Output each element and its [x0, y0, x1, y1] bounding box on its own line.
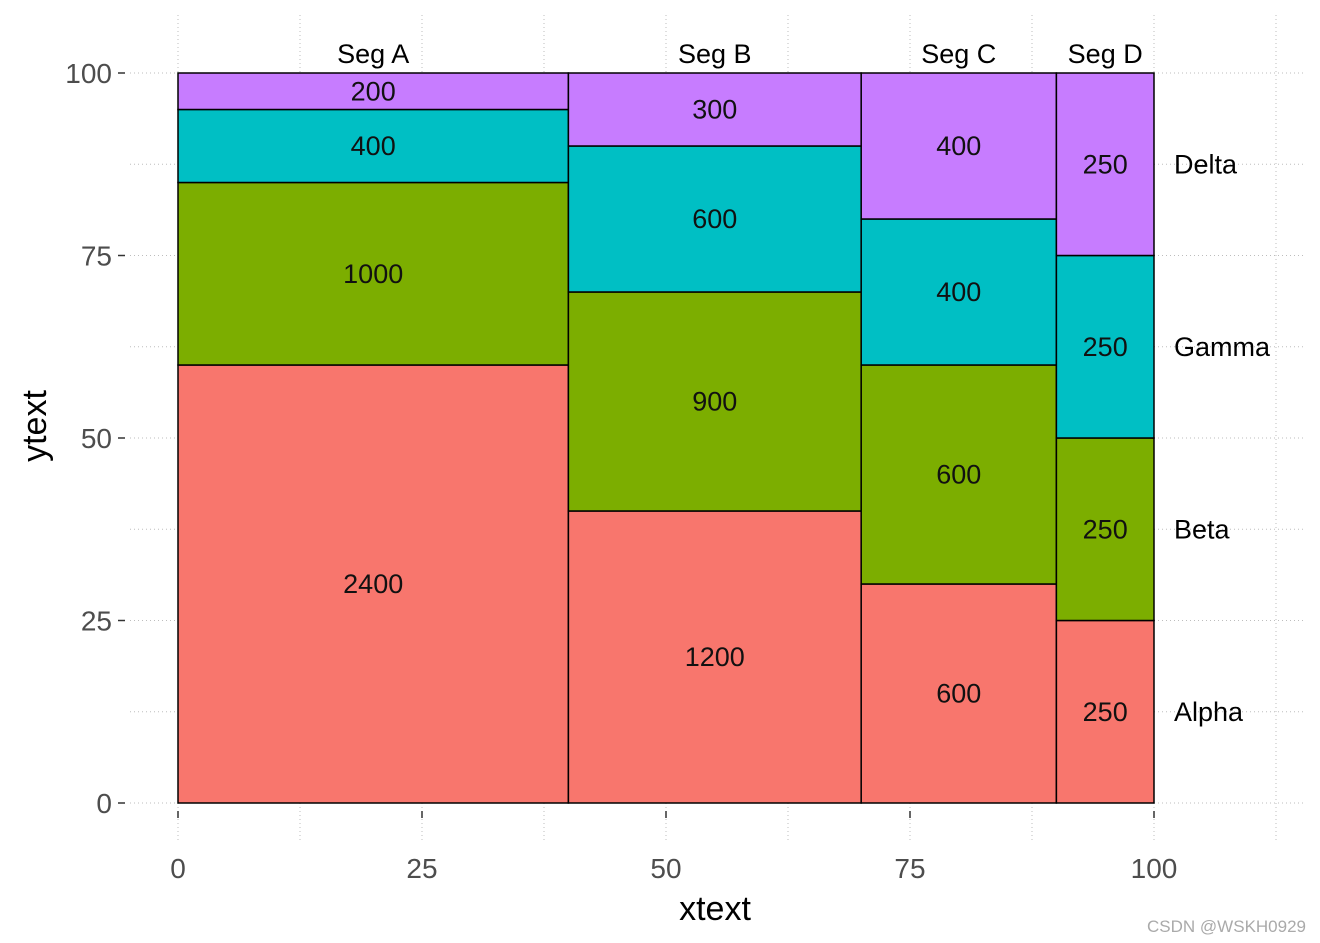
x-tick-label: 100 [1131, 853, 1178, 884]
tile-value-label: 400 [351, 131, 396, 161]
segment-label: Seg A [337, 39, 409, 69]
y-tick-label: 100 [65, 58, 112, 89]
tile-value-label: 1200 [685, 642, 745, 672]
segment-label: Seg B [678, 39, 752, 69]
y-tick-label: 0 [96, 788, 112, 819]
category-label-alpha: Alpha [1174, 697, 1244, 727]
tile-value-label: 600 [692, 204, 737, 234]
tile-delta-0 [177, 72, 570, 111]
tile-alpha-0 [177, 364, 570, 804]
tile-value-label: 400 [936, 131, 981, 161]
tile-value-label: 250 [1083, 514, 1128, 544]
tile-delta-2 [860, 72, 1058, 220]
watermark: CSDN @WSKH0929 [1147, 917, 1306, 936]
labels: 2400 1000 400 200 Seg A 1200 900 600 300 Seg B 600… [337, 39, 1271, 727]
tile-value-label: 400 [936, 277, 981, 307]
tile-delta-1 [567, 72, 862, 147]
tile-value-label: 250 [1083, 697, 1128, 727]
y-tick-label: 25 [81, 606, 112, 637]
tile-gamma-1 [567, 145, 862, 293]
tile-gamma-0 [177, 108, 570, 184]
x-axis-title: xtext [679, 890, 751, 928]
category-label-beta: Beta [1174, 514, 1231, 544]
tile-gamma-3 [1055, 254, 1155, 439]
tile-alpha-2 [860, 583, 1058, 804]
tile-alpha-3 [1055, 619, 1155, 804]
tile-value-label: 300 [692, 95, 737, 125]
tile-value-label: 600 [936, 460, 981, 490]
tile-beta-2 [860, 364, 1058, 585]
tile-value-label: 250 [1083, 149, 1128, 179]
tile-value-label: 200 [351, 76, 396, 106]
x-tick-label: 50 [650, 853, 681, 884]
rects [177, 72, 1155, 804]
category-label-gamma: Gamma [1174, 332, 1271, 362]
y-tick-label: 75 [81, 241, 112, 272]
tile-value-label: 1000 [343, 259, 403, 289]
x-tick-label: 75 [894, 853, 925, 884]
x-tick-label: 0 [170, 853, 186, 884]
y-axis-title: ytext [16, 390, 54, 462]
tile-value-label: 250 [1083, 332, 1128, 362]
segment-label: Seg D [1068, 39, 1143, 69]
tile-value-label: 600 [936, 679, 981, 709]
tile-beta-3 [1055, 437, 1155, 622]
x-tick-label: 25 [406, 853, 437, 884]
tile-delta-3 [1055, 72, 1155, 257]
y-tick-label: 50 [81, 423, 112, 454]
tile-value-label: 2400 [343, 569, 403, 599]
category-label-delta: Delta [1174, 149, 1238, 179]
segment-label: Seg C [921, 39, 996, 69]
tile-value-label: 900 [692, 387, 737, 417]
